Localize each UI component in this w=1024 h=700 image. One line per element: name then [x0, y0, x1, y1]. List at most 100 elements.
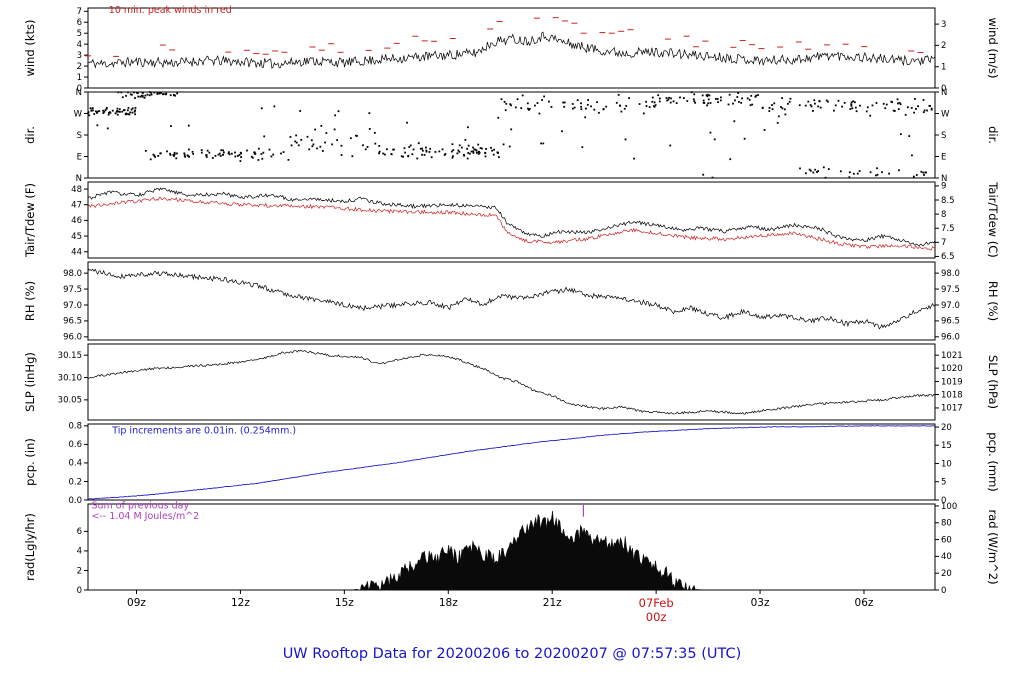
wind-direction-points	[98, 110, 101, 112]
precip-cumulative	[87, 425, 936, 500]
wind-direction-points	[856, 172, 859, 175]
wind-direction-points	[881, 171, 883, 174]
wind-direction-points	[273, 105, 276, 108]
wind-direction-points	[920, 170, 923, 173]
wind-direction-points	[238, 154, 241, 156]
wind-direction-points	[125, 112, 128, 115]
wind-direction-points	[738, 101, 740, 103]
wind-direction-points	[108, 111, 111, 114]
wind-direction-points	[451, 156, 454, 159]
wind-direction-points	[409, 144, 412, 147]
wind-direction-points	[94, 110, 97, 113]
wind-direction-points	[300, 138, 303, 141]
wind-direction-points	[497, 156, 500, 159]
wind-direction-points	[633, 157, 635, 160]
wind-direction-points	[400, 155, 403, 158]
wind-direction-points	[319, 145, 322, 148]
wind-direction-points	[550, 106, 553, 108]
axis-label-rad-left: rad(Lgly/hr)	[23, 513, 37, 581]
right-tick-label: 1021	[941, 351, 963, 361]
wind-direction-points	[617, 93, 620, 96]
wind-direction-points	[280, 152, 282, 155]
wind-direction-points	[114, 112, 117, 115]
wind-direction-points	[458, 144, 461, 147]
wind-direction-points	[768, 107, 771, 109]
wind-direction-points	[693, 93, 696, 96]
wind-direction-points	[788, 100, 791, 103]
wind-direction-points	[134, 97, 136, 99]
wind-direction-points	[915, 108, 917, 110]
wind-direction-points	[419, 147, 422, 150]
wind-direction-points	[580, 105, 583, 108]
axis-label-slp-left: SLP (inHg)	[23, 352, 37, 412]
wind-direction-points	[289, 136, 292, 138]
wind-direction-points	[331, 143, 334, 146]
wind-direction-points	[411, 153, 414, 156]
wind-direction-points	[871, 104, 874, 107]
wind-direction-points	[444, 153, 447, 155]
wind-direction-points	[587, 99, 590, 101]
panel-rh-box	[87, 261, 936, 341]
wind-direction-points	[250, 155, 253, 158]
wind-direction-points	[116, 113, 119, 116]
left-tick-label: 97.5	[63, 285, 82, 295]
right-tick-label: 96.0	[941, 333, 960, 343]
wind-direction-points	[477, 143, 480, 146]
wind-direction-points	[924, 171, 927, 174]
right-tick-label: 8	[941, 210, 946, 220]
wind-direction-points	[173, 153, 176, 156]
wind-direction-points	[355, 134, 357, 137]
wind-direction-points	[173, 155, 175, 157]
wind-direction-points	[843, 101, 846, 104]
wind-direction-points	[416, 157, 419, 160]
tair	[87, 187, 936, 247]
wind-direction-points	[325, 132, 328, 134]
wind-direction-points	[615, 101, 618, 104]
wind-direction-points	[127, 106, 130, 109]
wind-direction-points	[150, 91, 152, 94]
wind-direction-points	[669, 144, 672, 147]
wind-direction-points	[502, 143, 505, 146]
wind-direction-points	[106, 127, 109, 130]
wind-direction-points	[571, 103, 574, 105]
wind-direction-points	[234, 155, 237, 158]
wind-direction-points	[805, 172, 807, 175]
wind-direction-points	[571, 107, 574, 110]
wind-direction-points	[144, 94, 147, 97]
wind-direction-points	[866, 106, 869, 109]
wind-direction-points	[706, 95, 709, 98]
x-tick-label: 06z	[855, 597, 874, 609]
wind-direction-points	[166, 150, 168, 153]
wind-direction-points	[858, 170, 861, 172]
left-tick-label: 5	[77, 29, 82, 39]
wind-direction-points	[865, 110, 868, 113]
wind-direction-points	[912, 175, 915, 178]
wind-direction-points	[729, 158, 732, 161]
right-tick-label: 6.5	[941, 252, 955, 262]
x-tick-label: 03z	[751, 597, 770, 609]
wind-direction-points	[443, 154, 446, 156]
wind-direction-points	[853, 172, 855, 175]
wind-direction-points	[373, 131, 376, 134]
wind-direction-points	[239, 160, 242, 162]
wind-direction-points	[254, 152, 257, 155]
wind-direction-points	[240, 152, 242, 155]
wind-direction-points	[351, 155, 354, 158]
wind-direction-points	[217, 153, 220, 156]
right-tick-label: 0	[941, 496, 946, 506]
annotation: Tip increments are 0.01in. (0.254mm.)	[111, 425, 296, 436]
right-tick-label: E	[941, 152, 946, 162]
wind-direction-points	[458, 150, 461, 153]
wind-direction-points	[658, 97, 661, 100]
axis-label-rad-right: rad (W/m^2)	[986, 509, 1000, 585]
wind-direction-points	[510, 128, 513, 131]
wind-direction-points	[362, 144, 364, 147]
wind-direction-points	[509, 103, 512, 106]
wind-direction-points	[854, 106, 857, 109]
wind-direction-points	[93, 113, 96, 115]
wind-direction-points	[666, 99, 669, 102]
wind-direction-points	[230, 152, 233, 155]
wind-direction-points	[356, 135, 358, 137]
wind-direction-points	[562, 101, 565, 104]
wind-direction-points	[417, 142, 420, 145]
